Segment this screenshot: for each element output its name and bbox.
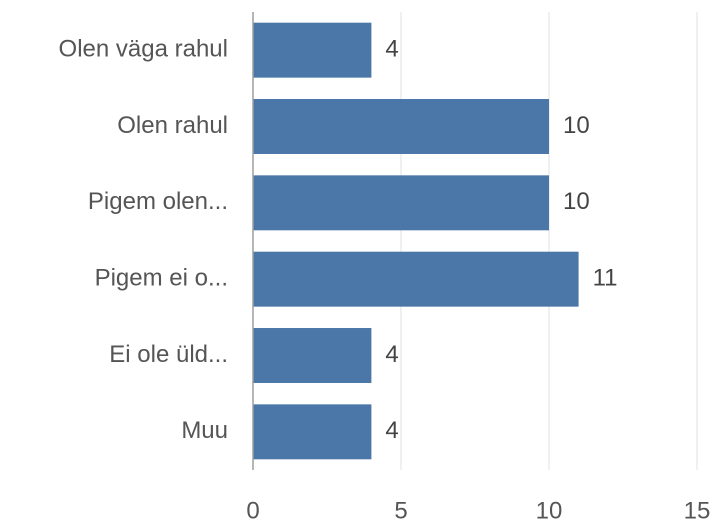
- data-label: 10: [563, 112, 590, 139]
- data-label: 4: [385, 417, 398, 444]
- y-tick-label: Pigem olen...: [88, 188, 228, 215]
- data-label: 4: [385, 341, 398, 368]
- data-label: 11: [593, 265, 618, 292]
- bar: [253, 404, 372, 460]
- data-label: 10: [563, 188, 590, 215]
- data-label: 4: [385, 36, 398, 63]
- y-tick-label: Ei ole üld...: [109, 341, 228, 368]
- x-tick-label: 0: [246, 497, 259, 524]
- y-tick-label: Olen väga rahul: [59, 36, 228, 63]
- x-tick-label: 5: [394, 497, 407, 524]
- bar: [253, 251, 579, 307]
- x-tick-label: 15: [684, 497, 711, 524]
- y-tick-label: Muu: [181, 417, 228, 444]
- y-tick-label: Pigem ei o...: [95, 265, 228, 292]
- bar: [253, 22, 372, 78]
- bar: [253, 99, 549, 154]
- bar: [253, 175, 549, 231]
- x-tick-label: 10: [536, 497, 563, 524]
- y-tick-label: Olen rahul: [117, 112, 228, 139]
- bar: [253, 328, 372, 383]
